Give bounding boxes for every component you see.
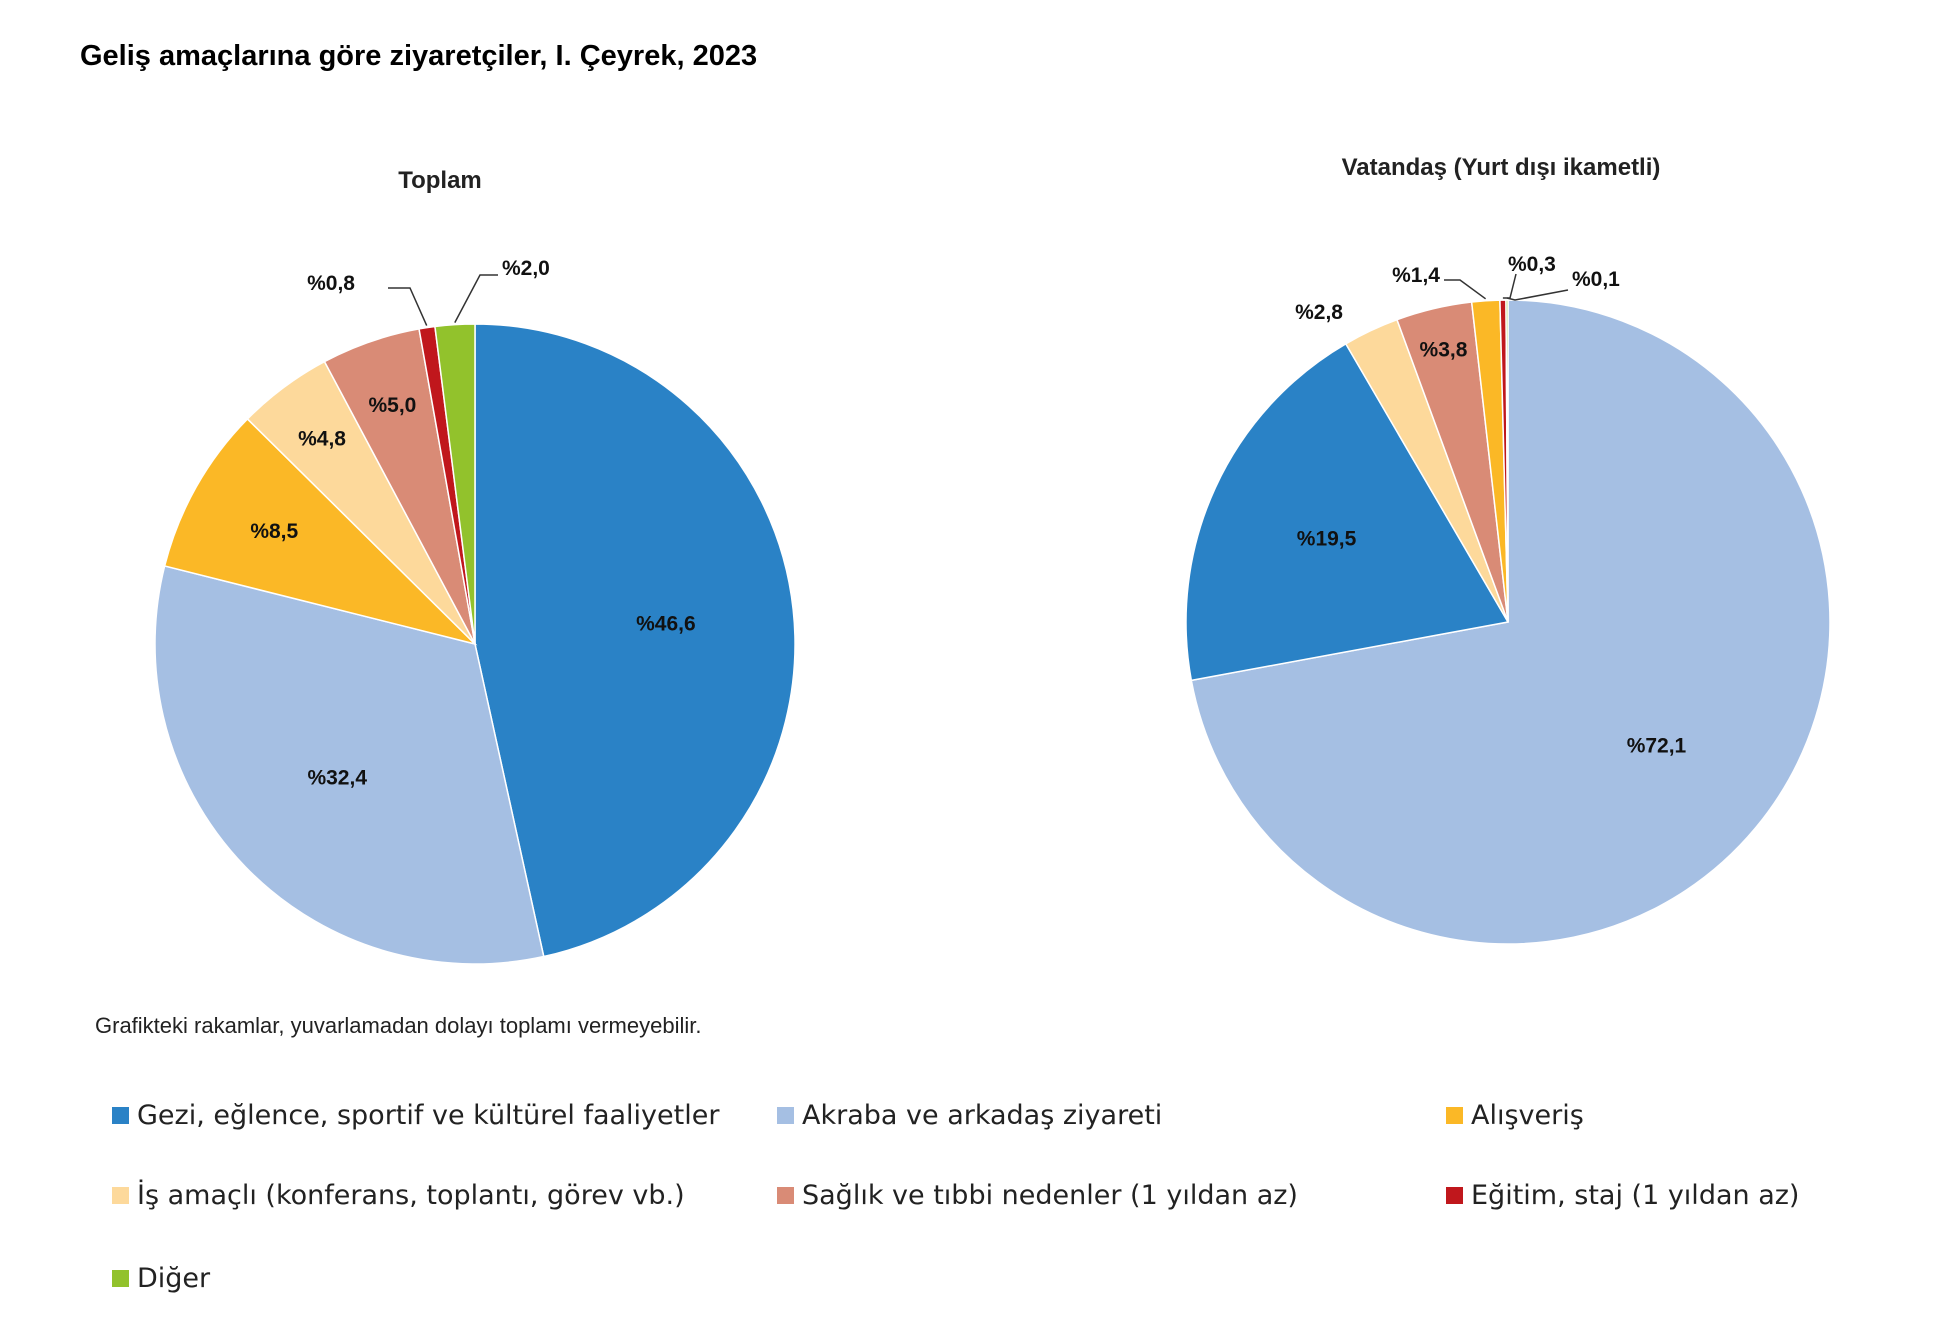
- slice-label: %2,0: [502, 257, 550, 280]
- pie-slice: [1505, 299, 1509, 623]
- pie-slice: [154, 565, 545, 965]
- legend-label: Alışveriş: [1471, 1100, 1584, 1131]
- slice-label: %1,4: [1392, 264, 1440, 287]
- legend-item: Akraba ve arkadaş ziyareti: [777, 1100, 1162, 1131]
- slice-label: %4,8: [298, 428, 346, 451]
- rounding-note: Grafikteki rakamlar, yuvarlamadan dolayı…: [95, 1013, 702, 1038]
- legend-swatch: [1446, 1187, 1463, 1204]
- slice-label: %3,8: [1420, 338, 1468, 361]
- legend-item: Gezi, eğlence, sportif ve kültürel faali…: [112, 1100, 719, 1131]
- leader-line: [1444, 279, 1487, 300]
- page-title: Geliş amaçlarına göre ziyaretçiler, I. Ç…: [80, 40, 758, 72]
- legend-item: İş amaçlı (konferans, toplantı, görev vb…: [112, 1180, 685, 1211]
- legend-swatch: [1446, 1107, 1463, 1124]
- slice-label: %0,8: [307, 272, 355, 295]
- leader-line: [388, 287, 428, 326]
- legend-label: Diğer: [137, 1263, 211, 1294]
- pie-charts: Toplam %46,6 %32,4 %8,5 %4,8 %5,0 %0,8 %2,0 Vata…: [154, 154, 1831, 965]
- slice-label: %32,4: [307, 767, 367, 790]
- legend-label: Eğitim, staj (1 yıldan az): [1471, 1180, 1800, 1211]
- legend-swatch: [112, 1270, 129, 1287]
- slice-label: %46,6: [636, 612, 696, 635]
- legend-swatch: [777, 1187, 794, 1204]
- legend-label: Gezi, eğlence, sportif ve kültürel faali…: [137, 1100, 720, 1131]
- pie-slice: [1185, 342, 1510, 682]
- leader-line: [1502, 273, 1517, 299]
- legend-swatch: [112, 1187, 129, 1204]
- pie-slice: [1190, 299, 1831, 945]
- leader-line: [1506, 289, 1569, 301]
- pie-chart-2: Vatandaş (Yurt dışı ikametli) %72,1 %19,5%…: [1185, 154, 1831, 945]
- slice-label: %0,1: [1572, 268, 1620, 291]
- slice-label: %5,0: [369, 394, 417, 417]
- pie-slice: [163, 417, 478, 646]
- slice-label: %19,5: [1297, 528, 1357, 551]
- legend-label: Sağlık ve tıbbi nedenler (1 yıldan az): [802, 1180, 1298, 1211]
- legend-label: Akraba ve arkadaş ziyareti: [802, 1100, 1163, 1131]
- legend-item: Alışveriş: [1446, 1100, 1584, 1131]
- legend-label: İş amaçlı (konferans, toplantı, görev vb…: [137, 1180, 685, 1211]
- slice-label: %0,3: [1508, 253, 1556, 276]
- legend-item: Diğer: [112, 1263, 210, 1294]
- slice-label: %72,1: [1627, 735, 1687, 758]
- legend-item: Sağlık ve tıbbi nedenler (1 yıldan az): [777, 1180, 1298, 1211]
- chart-title: Vatandaş (Yurt dışı ikametli): [1342, 154, 1661, 181]
- slice-label: %2,8: [1295, 301, 1343, 324]
- legend-item: Eğitim, staj (1 yıldan az): [1446, 1180, 1799, 1211]
- chart-title: Toplam: [398, 167, 482, 194]
- legend-swatch: [112, 1107, 129, 1124]
- pie-slice: [474, 323, 796, 958]
- leader-line: [454, 274, 498, 323]
- pie-slice: [434, 323, 476, 645]
- slice-label: %8,5: [250, 520, 298, 543]
- pie-chart-1: Toplam %46,6 %32,4 %8,5 %4,8 %5,0 %0,8 %2,0: [154, 167, 796, 965]
- legend-swatch: [777, 1107, 794, 1124]
